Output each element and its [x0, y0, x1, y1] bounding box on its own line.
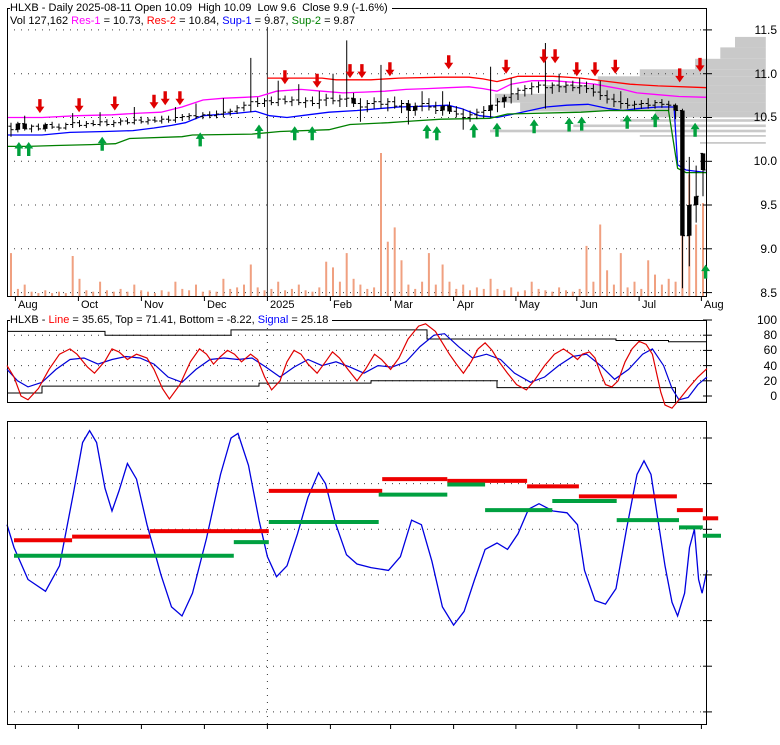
top-band-segments: [14, 477, 719, 543]
bands-chart-plot[interactable]: [6, 421, 721, 729]
price-chart-plot[interactable]: [7, 8, 766, 301]
oscillator-series: [6, 323, 708, 409]
price-panel-indicator-readout: Vol 127,162 Res-1 = 10.73, Res-2 = 10.84…: [10, 15, 359, 27]
header-text-segment: = 10.84,: [176, 15, 223, 27]
y-axis-label: 60: [763, 343, 777, 357]
header-text-segment: Sup-2: [291, 15, 322, 27]
trend-wave-line: [6, 429, 708, 627]
x-axis-label: Mar: [394, 299, 413, 311]
y-axis-label: 10.0: [753, 154, 777, 168]
y-axis-label: 40: [763, 359, 777, 373]
plot-border: [7, 320, 707, 403]
x-axis-label: Oct: [81, 299, 99, 311]
plot-border: [7, 8, 707, 297]
y-axis-ticks: [703, 319, 712, 397]
horizontal-gridlines: [7, 437, 707, 713]
header-text-segment: Signal: [257, 314, 289, 326]
x-axis-label: Apr: [457, 299, 475, 311]
x-axis-label: Dec: [207, 299, 227, 311]
y-axis-label: 20: [763, 374, 777, 388]
y-axis-label: 11.5: [754, 23, 777, 37]
price-panel-title: HLXB - Daily 2025-08-11 Open 10.09 High …: [10, 2, 392, 14]
x-axis-ticks: [14, 725, 702, 729]
x-axis-label: Jul: [642, 299, 657, 311]
y-axis-label: 80: [763, 328, 777, 342]
buy-signal-arrows: [14, 113, 711, 279]
y-axis-label: 9.0: [760, 242, 777, 256]
y-axis-label: 0: [770, 389, 777, 403]
header-text-segment: = 35.65, Top = 71.41, Bottom = -8.22,: [69, 314, 258, 326]
header-text-segment: Sup-1: [222, 15, 252, 27]
x-axis-label: Jun: [580, 299, 598, 311]
header-text-segment: Line: [48, 314, 70, 326]
header-text-segment: Res-1: [71, 15, 101, 27]
y-axis-label: 8.5: [760, 286, 777, 300]
y-axis-label: 10.5: [753, 110, 777, 124]
y-axis-label: 100: [756, 313, 777, 327]
y-axis-label: 9.5: [760, 198, 777, 212]
plot-border: [7, 421, 707, 725]
x-axis-label: Aug: [704, 299, 724, 311]
x-axis-label: Feb: [333, 299, 352, 311]
horizontal-gridlines: [7, 29, 707, 294]
x-axis-ticks: [14, 297, 702, 301]
x-axis-label: 2025: [270, 299, 295, 311]
bottom-band-segments: [14, 482, 721, 558]
x-axis-label: Nov: [144, 299, 164, 311]
oscillator-panel-title: HLXB - Line = 35.65, Top = 71.41, Bottom…: [10, 314, 333, 326]
header-text-segment: = 10.73,: [100, 15, 147, 27]
header-text-segment: HLXB -: [10, 314, 49, 326]
header-text-segment: HLXB - Daily 2025-08-11 Open 10.09 High …: [10, 2, 388, 14]
header-text-segment: Res-2: [146, 15, 177, 27]
x-axis-label: Aug: [18, 299, 38, 311]
y-axis-ticks: [703, 437, 712, 713]
oscillator-plot[interactable]: [6, 319, 712, 409]
sell-signal-arrows: [35, 49, 705, 114]
header-text-segment: Vol 127,162: [10, 15, 72, 27]
header-text-segment: = 25.18: [288, 314, 329, 326]
volume-profile: [490, 36, 766, 144]
volume-bars: [10, 153, 704, 297]
horizontal-gridlines: [7, 334, 707, 382]
support-resistance-lines: [7, 75, 708, 174]
header-text-segment: = 9.87,: [251, 15, 292, 27]
x-axis-label: May: [519, 299, 540, 311]
y-axis-label: 11.0: [754, 67, 777, 81]
header-text-segment: = 9.87: [321, 15, 355, 27]
